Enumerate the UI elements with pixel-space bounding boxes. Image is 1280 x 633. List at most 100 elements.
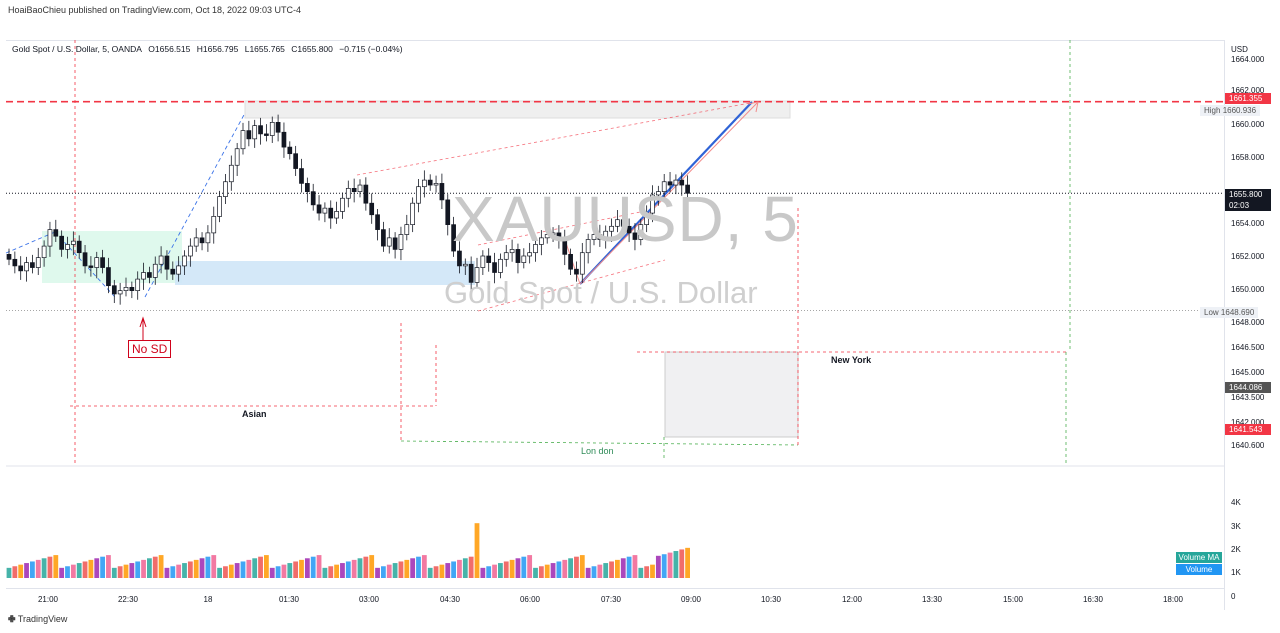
volume-bar: [275, 566, 281, 578]
candle-body: [328, 207, 334, 219]
candle-body: [655, 191, 661, 196]
legend-symbol: Gold Spot / U.S. Dollar, 5, OANDA: [12, 44, 142, 54]
volume-tick: 0: [1231, 592, 1236, 601]
candle-body: [111, 285, 117, 295]
volume-bar: [574, 556, 579, 578]
volume-bar: [521, 556, 527, 578]
volume-bar: [340, 563, 345, 578]
red-price-tag: 1641.543: [1225, 424, 1271, 435]
volume-bar: [12, 566, 18, 578]
volume-bar: [30, 561, 35, 578]
asian-label: Asian: [242, 409, 267, 419]
time-tick: 21:00: [37, 595, 59, 604]
candle-body: [47, 229, 53, 247]
candle-body: [550, 232, 556, 235]
volume-bar: [421, 555, 427, 578]
time-axis[interactable]: 21:00 22:30 18 01:30 03:00 04:30 06:00 0…: [6, 588, 1224, 611]
time-tick: 13:30: [921, 595, 943, 604]
volume-bar: [18, 564, 24, 578]
blue-trend-arrow: [579, 101, 753, 285]
legend-change: −0.715 (−0.04%): [339, 44, 403, 54]
volume-tick: 2K: [1231, 545, 1241, 554]
candle-body: [147, 272, 152, 278]
red-trend-arrow: [579, 101, 759, 285]
volume-bar: [65, 566, 70, 578]
candle-body: [521, 255, 527, 263]
volume-bar: [498, 563, 503, 578]
candle-body: [35, 257, 41, 268]
volume-bar: [304, 558, 310, 578]
candle-body: [685, 184, 690, 194]
volume-bar: [164, 567, 170, 578]
volume-bar: [404, 559, 410, 578]
volume-bar: [375, 567, 380, 578]
volume-bar: [591, 566, 597, 578]
volume-bar: [82, 561, 88, 578]
volume-bar: [316, 555, 322, 578]
volume-bar: [579, 555, 585, 578]
candle-body: [41, 245, 47, 259]
volume-bar: [111, 567, 117, 578]
volume-bar: [644, 566, 650, 578]
volume-bar: [205, 556, 211, 578]
candle-body: [363, 184, 369, 204]
candle-body: [533, 244, 538, 254]
volume-bar: [94, 558, 100, 578]
price-tick: 1648.000: [1231, 318, 1265, 327]
volume-bar: [655, 555, 661, 578]
volume-bar: [650, 564, 655, 578]
chart-frame[interactable]: [6, 40, 1224, 611]
candle-body: [369, 202, 375, 216]
candle-body: [152, 263, 158, 278]
volume-bar: [486, 566, 492, 578]
legend-low: L1655.765: [244, 44, 285, 54]
london-session-line: [400, 440, 799, 446]
volume-bar: [187, 561, 193, 578]
candle-body: [457, 250, 462, 267]
volume-bar: [281, 564, 287, 578]
candle-body: [509, 249, 515, 254]
volume-bar: [615, 559, 620, 578]
candle-body: [398, 234, 404, 250]
legend-close: C1655.800: [291, 44, 333, 54]
candle-body: [299, 168, 304, 184]
volume-bar: [117, 566, 123, 578]
candle-body: [392, 237, 398, 250]
candle-body: [345, 188, 351, 199]
candle-body: [591, 234, 597, 240]
candle-body: [106, 267, 111, 287]
volume-bar: [41, 558, 47, 578]
red-line-price-tag: 1661.355: [1225, 93, 1271, 104]
candle-body: [492, 262, 497, 273]
candle-body: [381, 229, 386, 247]
volume-bar: [217, 567, 222, 578]
blue-dashed-path-1: [5, 231, 56, 254]
price-tick: 1660.000: [1231, 120, 1265, 129]
volume-bar: [176, 564, 182, 578]
price-axis[interactable]: USD 1664.000 1662.000 1660.000 1658.000 …: [1224, 40, 1280, 610]
candle-body: [234, 148, 240, 166]
volume-bar: [556, 561, 562, 578]
volume-bar: [638, 567, 644, 578]
volume-bar: [299, 559, 304, 578]
candle-body: [252, 125, 258, 140]
candle-body: [30, 262, 35, 268]
low-label: Low 1648.690: [1200, 307, 1259, 318]
volume-bar: [53, 555, 59, 578]
candle-body: [603, 230, 609, 240]
candle-body: [357, 184, 363, 193]
candle-body: [585, 239, 591, 254]
volume-tick: 3K: [1231, 522, 1241, 531]
legend-open: O1656.515: [148, 44, 191, 54]
volume-bar: [228, 564, 234, 578]
candle-body: [310, 191, 316, 206]
volume-bar: [585, 567, 591, 578]
volume-bar: [468, 556, 474, 578]
candle-body: [264, 133, 269, 136]
volume-bar: [141, 559, 146, 578]
volume-bar: [158, 555, 164, 578]
volume-bar: [76, 563, 82, 578]
candle-body: [193, 237, 199, 247]
candle-body: [334, 211, 339, 219]
